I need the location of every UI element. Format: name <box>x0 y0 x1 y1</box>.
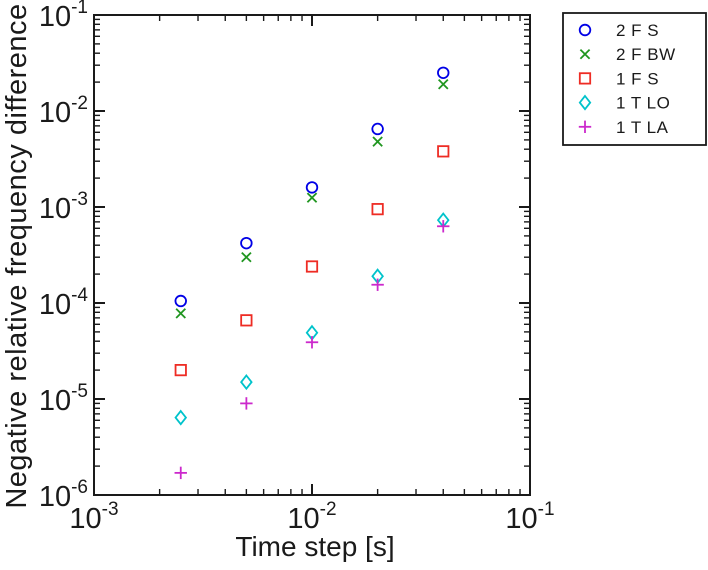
data-point <box>306 192 318 203</box>
series-2-f-bw <box>175 79 449 319</box>
legend-entry: 1 T LA <box>578 118 669 137</box>
legend-label: 2 F BW <box>616 45 676 64</box>
plot-frame <box>93 14 531 496</box>
x-tick-label: 10-1 <box>505 499 554 535</box>
data-point <box>240 236 253 250</box>
data-point <box>174 294 187 308</box>
data-point <box>175 308 186 319</box>
legend-entry: 1 T LO <box>578 94 670 113</box>
y-tick-label: 10-5 <box>39 381 88 417</box>
legend-marker <box>578 23 592 37</box>
legend-entry: 2 F S <box>578 21 659 40</box>
series-1-f-s <box>174 145 450 377</box>
legend-label: 1 T LA <box>616 118 669 137</box>
legend-marker <box>578 72 592 85</box>
x-tick-label: 10-2 <box>287 499 336 535</box>
legend: 2 F S 2 F BW 1 F S 1 T LO 1 T LA <box>562 12 707 146</box>
data-point <box>437 145 450 158</box>
legend-label: 2 F S <box>616 21 659 40</box>
series-2-f-s <box>174 66 450 308</box>
y-tick-label: 10-2 <box>39 93 88 129</box>
data-point <box>174 409 188 426</box>
data-point <box>240 314 253 327</box>
y-tick-label: 10-3 <box>39 189 88 225</box>
data-point <box>372 136 383 147</box>
y-axis-label: Negative relative frequency difference <box>1 3 33 508</box>
legend-label: 1 F S <box>616 69 659 88</box>
data-point <box>438 79 449 90</box>
data-point <box>240 374 253 391</box>
legend-entry: 2 F BW <box>579 45 676 64</box>
tick-labels: 10-3 10-2 10-1 10-1 10-2 10-3 10-4 10-5 10-6 <box>39 0 555 535</box>
x-axis-label: Time step [s] <box>235 531 394 562</box>
series-1-t-lo <box>174 212 450 426</box>
legend-entry: 1 F S <box>578 69 659 88</box>
legend-marker <box>579 48 591 60</box>
legend-label: 1 T LO <box>616 94 670 113</box>
y-tick-label: 10-4 <box>39 285 89 321</box>
legend-marker <box>578 94 592 111</box>
data-point <box>371 203 384 216</box>
data-point <box>241 251 252 263</box>
data-point <box>371 122 384 136</box>
data-point <box>305 260 319 273</box>
data-point <box>437 66 450 79</box>
plot-area <box>93 14 531 496</box>
x-tick-label: 10-3 <box>69 499 118 535</box>
y-tick-label: 10-1 <box>39 0 88 33</box>
data-point <box>305 181 319 194</box>
data-point <box>174 364 187 377</box>
series-1-t-la <box>174 220 450 480</box>
y-tick-label: 10-6 <box>39 477 88 513</box>
